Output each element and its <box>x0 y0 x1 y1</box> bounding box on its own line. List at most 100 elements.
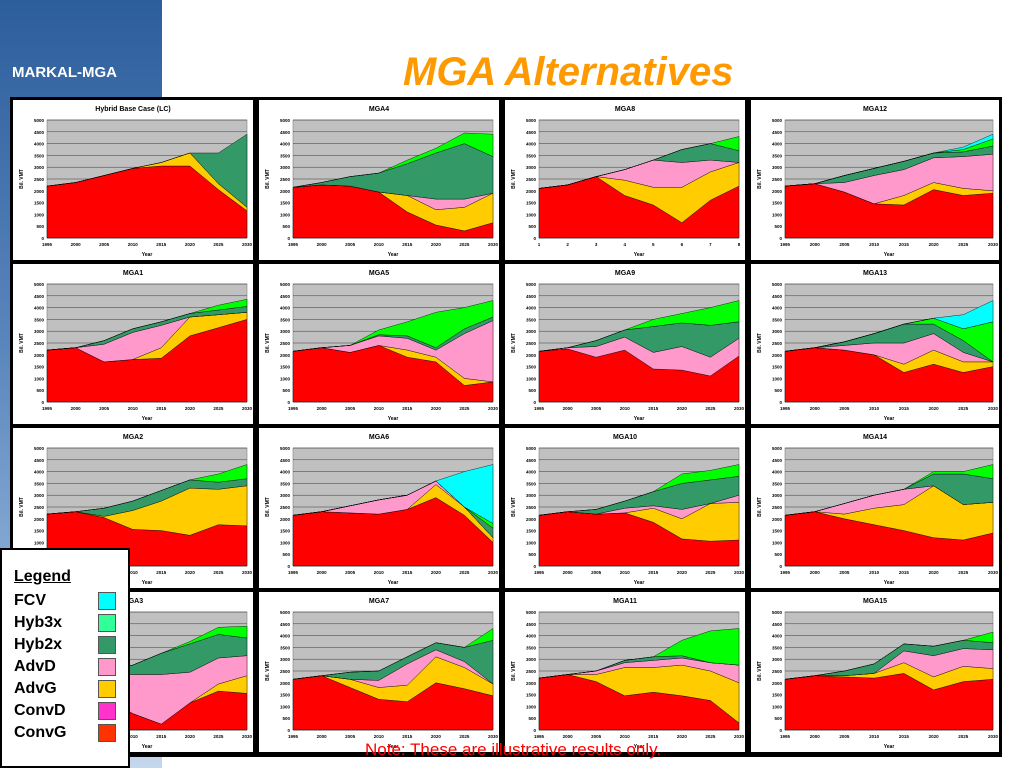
x-tick-label: 6 <box>681 242 684 247</box>
chart-svg: 0 500 1000 1500 2000 2500 3000 3500 4000 4500 5000… <box>511 434 745 586</box>
x-tick-label: 2010 <box>128 570 139 575</box>
y-tick-label: 4000 <box>526 142 537 147</box>
x-tick-label: 1995 <box>288 406 299 411</box>
x-tick-label: 2000 <box>317 242 328 247</box>
y-tick-label: 0 <box>779 728 782 733</box>
chart-panel-mga14: 0 500 1000 1500 2000 2500 3000 3500 4000 4500 5000… <box>751 428 999 588</box>
y-tick-label: 3500 <box>280 645 291 650</box>
x-tick-label: 2030 <box>488 734 499 739</box>
y-axis-label: Bil. VMT <box>19 169 25 189</box>
chart-title: MGA12 <box>863 106 887 113</box>
y-tick-label: 3500 <box>772 481 783 486</box>
x-tick-label: 2000 <box>810 570 821 575</box>
y-axis-label: Bil. VMT <box>265 169 271 189</box>
x-tick-label: 2020 <box>677 570 688 575</box>
footnote: Note: These are illustrative results onl… <box>365 740 662 759</box>
chart-panel-hybrid-base-case-lc: 0 500 1000 1500 2000 2500 3000 3500 4000 4500 5000… <box>13 100 253 260</box>
x-tick-label: 2030 <box>734 570 745 575</box>
area-hyb3x <box>538 300 740 352</box>
y-tick-label: 1000 <box>772 704 783 709</box>
y-tick-label: 5000 <box>34 282 45 287</box>
chart-svg: 0 500 1000 1500 2000 2500 3000 3500 4000 4500 5000… <box>511 270 745 422</box>
x-tick-label: 2020 <box>431 570 442 575</box>
y-tick-label: 2000 <box>280 517 291 522</box>
y-tick-label: 2000 <box>34 353 45 358</box>
x-tick-label: 2020 <box>929 734 940 739</box>
y-tick-label: 4000 <box>772 634 783 639</box>
x-tick-label: 2000 <box>71 242 82 247</box>
x-axis-label: Year <box>142 580 153 586</box>
x-tick-label: 2010 <box>128 406 139 411</box>
chart-title: MGA9 <box>615 270 635 277</box>
x-tick-label: 8 <box>738 242 741 247</box>
x-tick-label: 2005 <box>99 242 110 247</box>
x-tick-label: 2005 <box>839 570 850 575</box>
y-tick-label: 2500 <box>280 177 291 182</box>
y-tick-label: 3000 <box>280 165 291 170</box>
y-tick-label: 1500 <box>34 201 45 206</box>
y-tick-label: 2000 <box>772 353 783 358</box>
x-tick-label: 2020 <box>431 406 442 411</box>
y-axis-label: Bil. VMT <box>265 661 271 681</box>
x-axis-label: Year <box>634 416 645 422</box>
x-tick-label: 2000 <box>317 570 328 575</box>
y-tick-label: 2500 <box>526 341 537 346</box>
y-tick-label: 0 <box>533 400 536 405</box>
x-tick-label: 2025 <box>213 242 224 247</box>
y-tick-label: 2000 <box>772 681 783 686</box>
x-tick-label: 1995 <box>288 570 299 575</box>
y-tick-label: 4500 <box>526 458 537 463</box>
y-tick-label: 1500 <box>280 201 291 206</box>
x-tick-label: 2025 <box>213 734 224 739</box>
y-tick-label: 500 <box>528 716 536 721</box>
y-tick-label: 1500 <box>526 201 537 206</box>
area-hyb3x <box>538 628 740 679</box>
y-tick-label: 3500 <box>280 153 291 158</box>
chart-svg: 0 500 1000 1500 2000 2500 3000 3500 4000 4500 5000… <box>757 434 999 586</box>
x-tick-label: 2030 <box>734 406 745 411</box>
y-tick-label: 0 <box>779 400 782 405</box>
y-tick-label: 5000 <box>280 282 291 287</box>
area-hyb3x <box>46 464 248 515</box>
chart-title: MGA5 <box>369 270 389 277</box>
page-title: MGA Alternatives <box>403 50 734 94</box>
y-tick-label: 3000 <box>772 657 783 662</box>
chart-title: MGA10 <box>613 434 637 441</box>
y-tick-label: 4000 <box>280 470 291 475</box>
x-tick-label: 2005 <box>345 406 356 411</box>
y-axis-label: Bil. VMT <box>265 333 271 353</box>
y-tick-label: 4000 <box>526 306 537 311</box>
y-tick-label: 2500 <box>34 505 45 510</box>
y-tick-label: 4500 <box>772 622 783 627</box>
chart-panel-mga9: 0 500 1000 1500 2000 2500 3000 3500 4000 4500 5000… <box>505 264 745 424</box>
y-tick-label: 3500 <box>772 153 783 158</box>
x-tick-label: 2000 <box>71 406 82 411</box>
chart-title: MGA2 <box>123 434 143 441</box>
y-tick-label: 3000 <box>280 657 291 662</box>
chart-title: MGA11 <box>613 598 637 605</box>
area-hyb3x <box>538 464 740 516</box>
x-tick-label: 2010 <box>374 242 385 247</box>
y-tick-label: 3500 <box>526 645 537 650</box>
y-tick-label: 5000 <box>772 610 783 615</box>
x-tick-label: 2025 <box>958 570 969 575</box>
x-tick-label: 2020 <box>677 406 688 411</box>
y-tick-label: 2500 <box>280 505 291 510</box>
y-tick-label: 3000 <box>280 493 291 498</box>
y-tick-label: 2500 <box>280 669 291 674</box>
y-tick-label: 1500 <box>772 693 783 698</box>
y-tick-label: 2500 <box>772 341 783 346</box>
y-tick-label: 3500 <box>280 317 291 322</box>
chart-svg: 0 500 1000 1500 2000 2500 3000 3500 4000 4500 5000… <box>19 270 253 422</box>
y-tick-label: 2000 <box>526 681 537 686</box>
area-hyb3x <box>784 631 994 680</box>
y-tick-label: 2500 <box>34 341 45 346</box>
legend-label-fcv: FCV <box>14 592 46 609</box>
legend-label-advd: AdvD <box>14 658 56 675</box>
chart-title: MGA1 <box>123 270 143 277</box>
y-tick-label: 4500 <box>526 622 537 627</box>
x-tick-label: 2005 <box>839 734 850 739</box>
chart-svg: 0 500 1000 1500 2000 2500 3000 3500 4000 4500 5000… <box>511 106 741 258</box>
chart-title: MGA14 <box>863 434 887 441</box>
y-tick-label: 500 <box>528 224 536 229</box>
